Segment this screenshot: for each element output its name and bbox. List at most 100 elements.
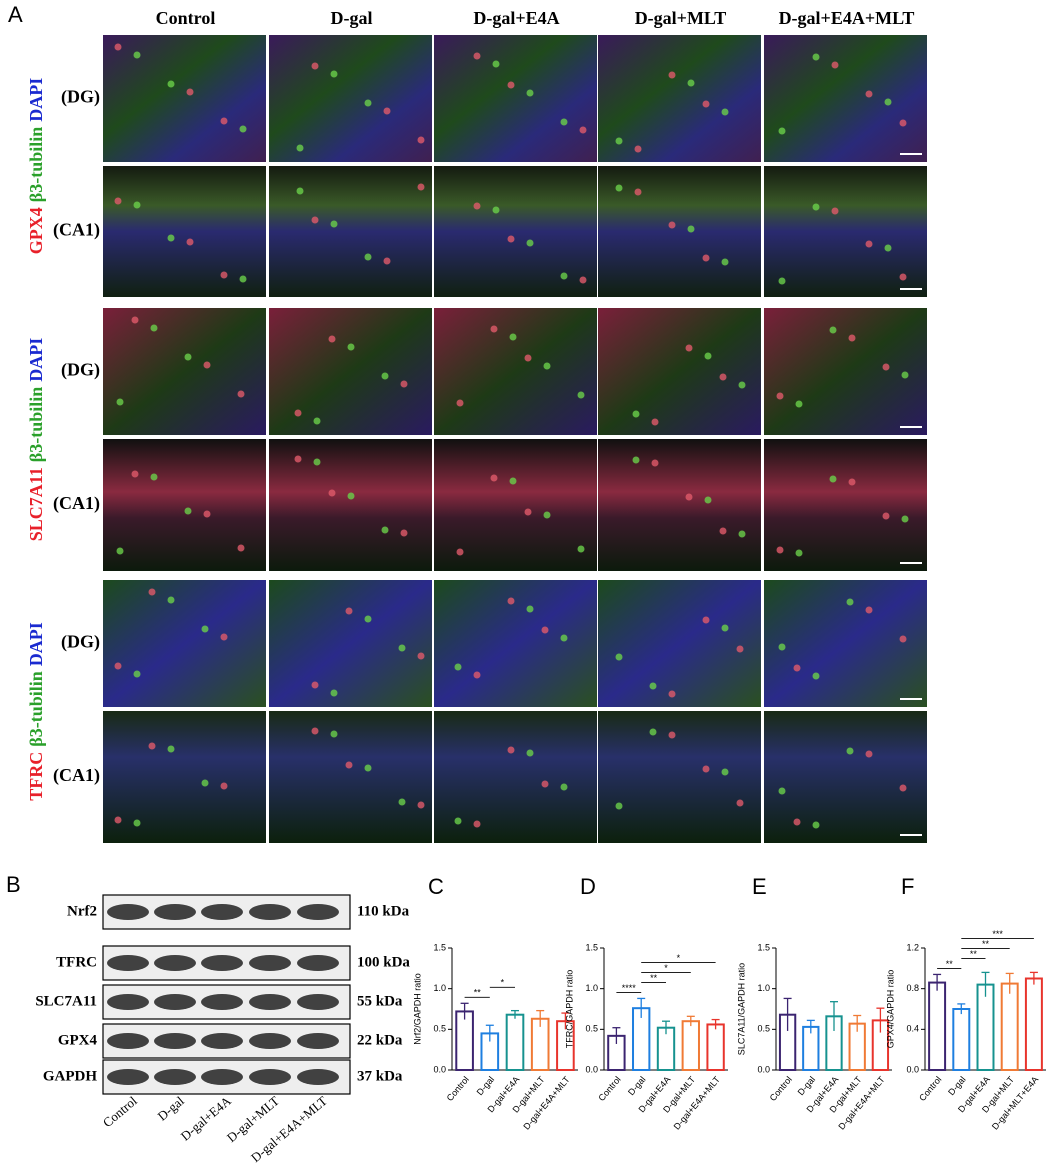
column-header: D-gal+E4A (473, 8, 559, 28)
y-tick-label: 1.0 (585, 983, 598, 993)
cell (687, 79, 695, 87)
cell (507, 235, 515, 243)
cell (364, 615, 372, 623)
lane-label: D-gal (155, 1093, 188, 1124)
micrograph (269, 580, 432, 707)
micrograph (269, 711, 432, 843)
cell (831, 61, 839, 69)
micrograph (764, 166, 927, 297)
cell (848, 334, 856, 342)
cell (865, 90, 873, 98)
cell (846, 598, 854, 606)
micrograph (598, 711, 761, 843)
cell (311, 216, 319, 224)
cell (347, 343, 355, 351)
cell (133, 819, 141, 827)
cell (473, 202, 481, 210)
region-label: (CA1) (53, 220, 100, 241)
cell (579, 126, 587, 134)
bar (505, 1013, 525, 1072)
cell (345, 761, 353, 769)
cell (668, 71, 676, 79)
size-label: 37 kDa (357, 1068, 403, 1084)
cell (398, 644, 406, 652)
band (297, 1033, 339, 1049)
cell (812, 53, 820, 61)
cell (736, 799, 744, 807)
cell (632, 410, 640, 418)
region-label: (DG) (61, 360, 100, 381)
micrograph (103, 308, 266, 435)
bar (706, 1023, 725, 1072)
cell (560, 118, 568, 126)
cell (899, 119, 907, 127)
cell (239, 125, 247, 133)
lane-label: Control (100, 1093, 140, 1130)
cell (364, 253, 372, 261)
band (249, 1069, 291, 1085)
cell (848, 478, 856, 486)
cell (509, 333, 517, 341)
cell (507, 597, 515, 605)
cell (560, 634, 568, 642)
band (154, 955, 196, 971)
band (201, 1033, 243, 1049)
cell (812, 203, 820, 211)
cell (186, 88, 194, 96)
cell (417, 652, 425, 660)
cell (543, 511, 551, 519)
cell (793, 664, 801, 672)
bar (681, 1020, 700, 1072)
cell (184, 507, 192, 515)
band (154, 1069, 196, 1085)
cell (203, 510, 211, 518)
cell (812, 672, 820, 680)
micrograph (764, 439, 927, 571)
band (154, 1033, 196, 1049)
cell (383, 107, 391, 115)
cell (651, 418, 659, 426)
cell (330, 689, 338, 697)
cell (526, 239, 534, 247)
significance-label: ** (946, 959, 954, 969)
cell (884, 98, 892, 106)
cell (812, 821, 820, 829)
cell (615, 653, 623, 661)
cell (901, 515, 909, 523)
y-tick-label: 1.0 (757, 983, 770, 993)
significance-label: *** (992, 929, 1003, 939)
cell (364, 764, 372, 772)
micrograph (434, 35, 597, 162)
band (249, 955, 291, 971)
cell (133, 51, 141, 59)
cell (649, 682, 657, 690)
cell (114, 662, 122, 670)
x-tick-label: D-gal (626, 1074, 647, 1097)
cell (685, 493, 693, 501)
cell (541, 780, 549, 788)
y-tick-label: 1.0 (433, 983, 446, 993)
y-tick-label: 0.0 (757, 1064, 770, 1074)
cell (328, 335, 336, 343)
x-tick-label: D-gal+E4A+MLT (672, 1074, 723, 1132)
y-tick-label: 0.0 (906, 1064, 919, 1074)
cell (846, 747, 854, 755)
cell (526, 89, 534, 97)
size-label: 55 kDa (357, 993, 403, 1009)
cell (793, 818, 801, 826)
x-tick-label: D-gal (475, 1074, 496, 1097)
micrograph (103, 580, 266, 707)
cell (456, 548, 464, 556)
significance-label: * (677, 953, 681, 963)
micrograph (598, 580, 761, 707)
cell (114, 197, 122, 205)
cell (311, 681, 319, 689)
y-tick-label: 0.5 (585, 1024, 598, 1034)
bar (952, 1008, 971, 1071)
cell (114, 43, 122, 51)
cell (634, 145, 642, 153)
region-label: (CA1) (53, 493, 100, 514)
cell (702, 616, 710, 624)
y-tick-label: 0.8 (906, 983, 919, 993)
